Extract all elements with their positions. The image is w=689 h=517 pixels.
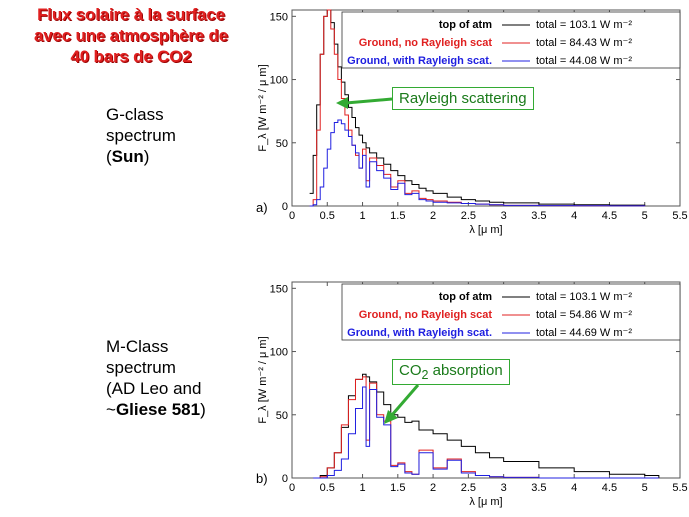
x-tick-label: 0.5 bbox=[320, 210, 335, 222]
chart-panel-a: 0 0.5 1 1.5 2 2.5 3 3.5 4 4.5 5 5.5 0 50 100 150 λ [μ m]… bbox=[257, 9, 688, 236]
x-tick-label: 1 bbox=[359, 210, 365, 222]
chart-panel-b: 0 0.5 1 1.5 2 2.5 3 3.5 4 4.5 5 5.5 0 50 100 150 λ [μ m]… bbox=[257, 281, 688, 508]
x-tick-label: 5.5 bbox=[672, 210, 687, 222]
x-tick-label: 4 bbox=[571, 482, 577, 494]
annotation-arrows bbox=[336, 97, 420, 424]
x-tick-label: 1.5 bbox=[390, 482, 405, 494]
caption-b-line2: spectrum bbox=[106, 358, 176, 377]
g-class-caption: G-class spectrum (Sun) bbox=[106, 104, 176, 167]
y-tick-label: 100 bbox=[270, 347, 288, 359]
legend-name-2: Ground, with Rayleigh scat. bbox=[347, 55, 492, 67]
legend: top of atm total = 103.1 W m⁻² Ground, no … bbox=[341, 283, 681, 341]
caption-b-line3: (AD Leo and bbox=[106, 379, 202, 398]
slide-title: Flux solaire à la surface avec une atmos… bbox=[33, 5, 228, 66]
x-tick-label: 5.5 bbox=[672, 482, 687, 494]
x-axis-label: λ [μ m] bbox=[469, 224, 502, 236]
series-line-2 bbox=[309, 119, 646, 207]
y-tick-label: 50 bbox=[276, 138, 288, 150]
co2-annotation: CO2 absorption bbox=[392, 359, 510, 385]
legend-name-0: top of atm bbox=[439, 291, 492, 303]
series-line-2 bbox=[313, 386, 659, 479]
x-tick-label: 3 bbox=[501, 482, 507, 494]
x-axis-label: λ [μ m] bbox=[469, 496, 502, 508]
x-tick-label: 3.5 bbox=[531, 210, 546, 222]
m-class-caption: M-Class spectrum (AD Leo and ~Gliese 581… bbox=[106, 336, 206, 420]
caption-a-close: ) bbox=[143, 147, 150, 166]
y-tick-label: 150 bbox=[270, 283, 288, 295]
x-tick-label: 5 bbox=[642, 482, 648, 494]
legend: top of atm total = 103.1 W m⁻² Ground, no … bbox=[341, 11, 681, 69]
co2-arrow-head bbox=[384, 410, 398, 424]
x-tick-label: 3 bbox=[501, 210, 507, 222]
y-axis-label: F_λ [W m⁻² / μ m] bbox=[257, 336, 269, 423]
co2-arrow-line bbox=[390, 384, 420, 416]
y-tick-label: 0 bbox=[282, 201, 288, 213]
caption-a-star: Sun bbox=[111, 147, 144, 166]
y-tick-label: 50 bbox=[276, 410, 288, 422]
x-tick-label: 5 bbox=[642, 210, 648, 222]
panel-label-b: b) bbox=[256, 471, 268, 486]
rayleigh-arrow-line bbox=[345, 97, 393, 105]
legend-box bbox=[341, 283, 681, 341]
co2-annotation-pre: CO bbox=[399, 362, 422, 379]
co2-annotation-post: absorption bbox=[428, 362, 503, 379]
legend-name-0: top of atm bbox=[439, 19, 492, 31]
x-tick-label: 1.5 bbox=[390, 210, 405, 222]
legend-name-1: Ground, no Rayleigh scat bbox=[359, 37, 493, 49]
x-tick-label: 4.5 bbox=[602, 210, 617, 222]
panel-label-a: a) bbox=[256, 200, 268, 215]
legend-name-1: Ground, no Rayleigh scat bbox=[359, 309, 493, 321]
caption-a-line1: G-class bbox=[106, 105, 164, 124]
x-tick-label: 4 bbox=[571, 210, 577, 222]
x-tick-label: 3.5 bbox=[531, 482, 546, 494]
y-tick-label: 100 bbox=[270, 75, 288, 87]
legend-total-2: total = 44.08 W m⁻² bbox=[536, 55, 632, 67]
x-tick-label: 2.5 bbox=[461, 210, 476, 222]
x-tick-label: 2 bbox=[430, 210, 436, 222]
caption-b-star: Gliese 581 bbox=[115, 400, 201, 419]
legend-total-1: total = 54.86 W m⁻² bbox=[536, 309, 632, 321]
caption-b-line1: M-Class bbox=[106, 337, 169, 356]
series-line-0 bbox=[313, 373, 660, 479]
x-tick-label: 0 bbox=[289, 482, 295, 494]
rayleigh-arrow-head bbox=[336, 97, 348, 109]
legend-name-2: Ground, with Rayleigh scat. bbox=[347, 327, 492, 339]
legend-total-1: total = 84.43 W m⁻² bbox=[536, 37, 632, 49]
x-tick-label: 4.5 bbox=[602, 482, 617, 494]
legend-total-2: total = 44.69 W m⁻² bbox=[536, 327, 632, 339]
caption-b-post: ) bbox=[200, 400, 206, 419]
x-tick-label: 2.5 bbox=[461, 482, 476, 494]
caption-a-line2: spectrum bbox=[106, 126, 176, 145]
legend-total-0: total = 103.1 W m⁻² bbox=[536, 19, 632, 31]
rayleigh-annotation: Rayleigh scattering bbox=[392, 87, 534, 110]
co2-annotation-sub: 2 bbox=[421, 368, 429, 382]
y-tick-label: 150 bbox=[270, 11, 288, 23]
x-tick-label: 2 bbox=[430, 482, 436, 494]
caption-a-open: ( bbox=[106, 147, 112, 166]
x-tick-label: 0.5 bbox=[320, 482, 335, 494]
caption-b-pre: ~ bbox=[106, 400, 116, 419]
legend-total-0: total = 103.1 W m⁻² bbox=[536, 291, 632, 303]
y-tick-label: 0 bbox=[282, 473, 288, 485]
x-tick-label: 1 bbox=[359, 482, 365, 494]
y-axis-label: F_λ [W m⁻² / μ m] bbox=[257, 64, 269, 151]
legend-box bbox=[341, 11, 681, 69]
x-tick-label: 0 bbox=[289, 210, 295, 222]
